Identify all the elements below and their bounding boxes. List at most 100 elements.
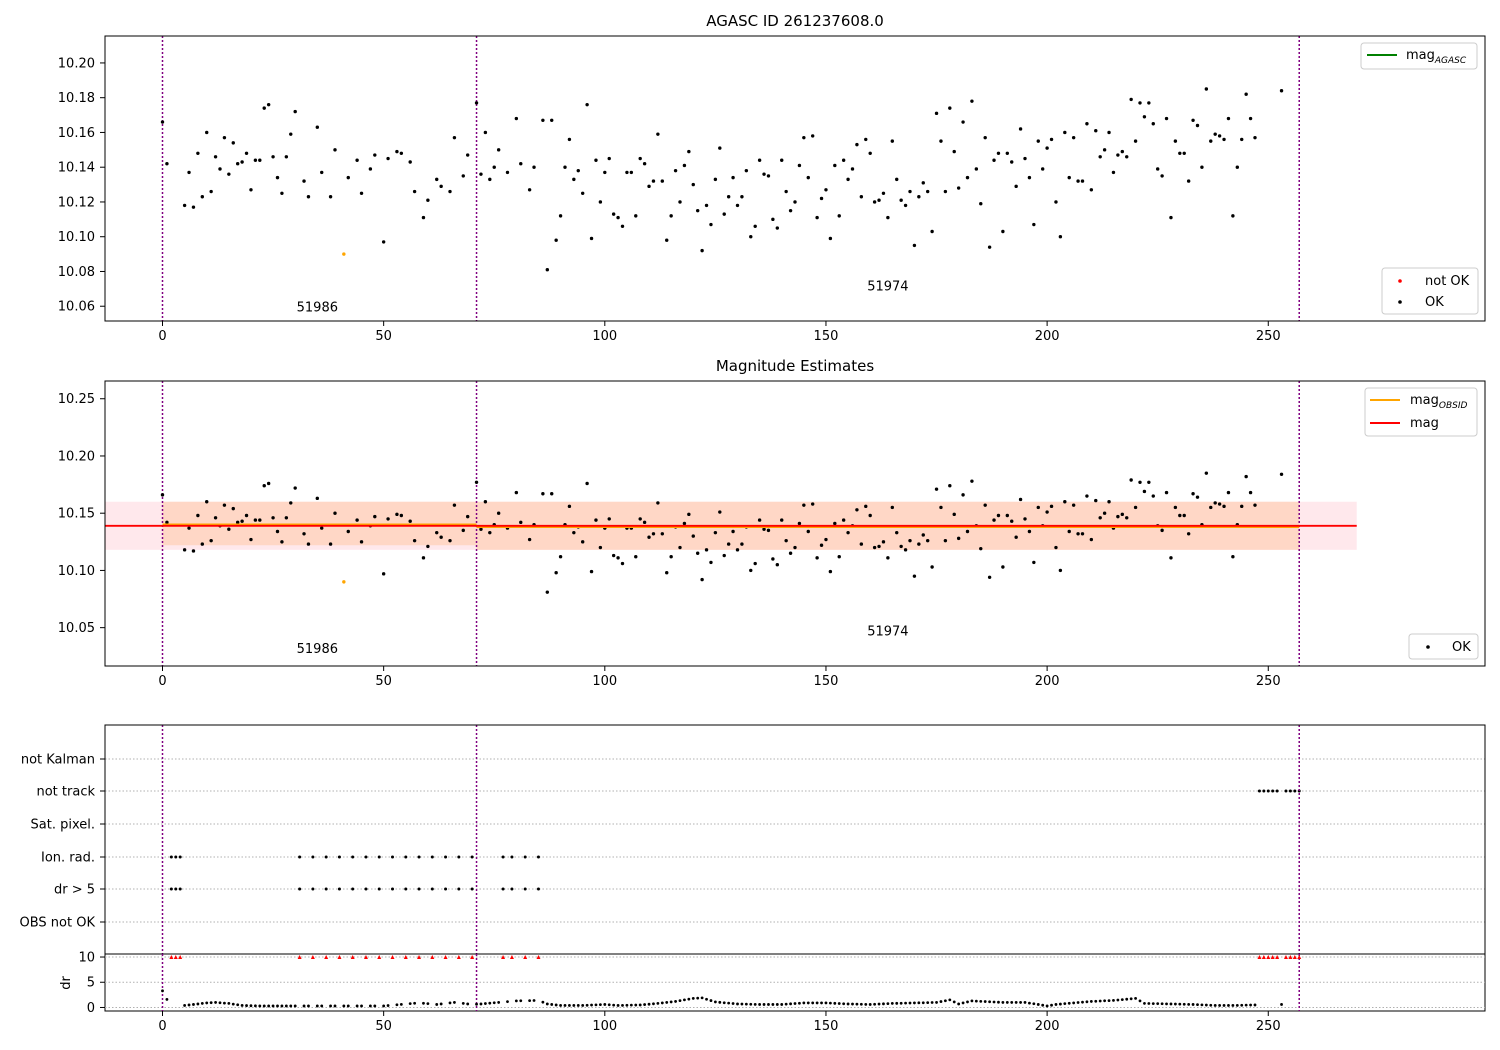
data-point (381, 240, 386, 244)
data-point (1160, 528, 1164, 533)
flag-point (470, 855, 474, 859)
dr-point (585, 1003, 589, 1007)
data-point (611, 212, 616, 216)
dr-clipped-marker (470, 955, 475, 960)
dr-point (1213, 1004, 1217, 1007)
data-point (160, 493, 165, 497)
data-point (607, 156, 611, 161)
data-point (448, 189, 452, 194)
flag-point (470, 887, 474, 891)
dr-point (422, 1001, 425, 1005)
dr-point (1169, 1002, 1173, 1006)
dr-point (705, 997, 708, 1001)
y-tick-label: 10.08 (58, 265, 95, 280)
flag-point (501, 887, 505, 891)
data-point (961, 493, 965, 497)
data-point (488, 177, 492, 182)
data-point (740, 542, 744, 546)
data-point (925, 538, 930, 543)
dr-point (660, 1001, 664, 1005)
dr-point (736, 1002, 739, 1006)
dr-point (1147, 1002, 1151, 1005)
dr-point (789, 1002, 792, 1006)
dr-point (625, 1003, 629, 1007)
data-point (611, 553, 616, 558)
dr-point (939, 1000, 943, 1003)
data-point (333, 511, 337, 515)
dr-point (563, 1004, 567, 1007)
dr-axis-label: dr (59, 976, 74, 990)
data-point (846, 177, 850, 182)
obsid-label: 51986 (297, 300, 338, 315)
data-point (435, 177, 439, 182)
data-point (306, 542, 311, 546)
data-point (1107, 500, 1111, 504)
dr-point (1125, 997, 1129, 1001)
flag-point (377, 855, 381, 859)
data-point (1080, 179, 1085, 183)
dr-point (603, 1003, 607, 1006)
data-point (1151, 494, 1155, 498)
data-point (231, 506, 235, 511)
data-point (1102, 511, 1107, 515)
dr-point (930, 1001, 934, 1004)
data-point (1111, 170, 1116, 175)
dr-point (1116, 998, 1120, 1002)
data-point (1169, 556, 1173, 560)
data-point (1067, 529, 1071, 534)
x-tick-label: 250 (1256, 1019, 1281, 1034)
dr-point (762, 1003, 766, 1006)
x-tick-label: 50 (375, 329, 392, 344)
legend-black-dot (1426, 645, 1430, 649)
data-point (753, 561, 757, 566)
data-point (576, 168, 580, 173)
data-point (722, 212, 726, 216)
dr-point (643, 1003, 647, 1006)
data-point (846, 530, 850, 535)
data-point (1231, 554, 1235, 559)
dr-clipped-marker (443, 955, 448, 960)
data-point (895, 530, 899, 535)
data-point (1182, 513, 1186, 518)
dr-point (731, 1002, 735, 1005)
data-point (1098, 516, 1102, 520)
flag-point (1288, 789, 1292, 793)
data-point (881, 191, 886, 195)
data-point (1071, 135, 1076, 140)
data-point (448, 538, 452, 543)
flag-point (178, 887, 182, 891)
data-point (545, 268, 550, 272)
dr-point (859, 1002, 863, 1006)
x-tick-label: 150 (814, 674, 839, 689)
dr-point (749, 1002, 753, 1006)
data-point (598, 545, 603, 550)
dr-point (979, 999, 983, 1003)
dr-point (811, 1001, 815, 1005)
dr-point (280, 1004, 284, 1008)
data-point (726, 195, 731, 199)
dr-point (1063, 1002, 1067, 1006)
dr-point (687, 997, 691, 1001)
data-point (766, 528, 771, 533)
dr-point (899, 1001, 903, 1005)
data-point (1010, 519, 1014, 523)
data-point (948, 484, 952, 488)
dr-clipped-marker (501, 955, 506, 960)
data-point (1244, 474, 1248, 479)
data-point (1279, 89, 1284, 93)
data-point (253, 158, 258, 162)
data-point (1151, 122, 1155, 126)
data-point (408, 160, 412, 164)
data-point (1213, 132, 1217, 136)
flag-point (457, 855, 461, 859)
data-point (877, 198, 881, 202)
obsid-label: 51974 (867, 625, 908, 640)
data-point (558, 214, 563, 218)
data-point (1178, 513, 1182, 518)
dr-point (576, 1004, 580, 1007)
data-point (775, 226, 780, 230)
data-point (589, 236, 594, 241)
data-point (797, 163, 802, 168)
dr-point (904, 1001, 907, 1005)
data-point (833, 163, 837, 168)
